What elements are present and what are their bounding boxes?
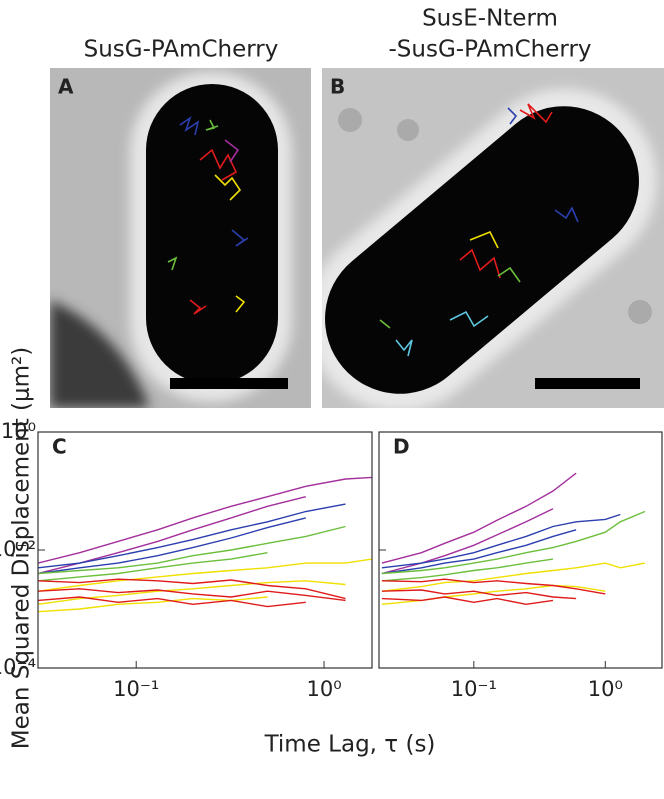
- msd-line: [38, 525, 346, 575]
- y-axis-label: Mean Squared Displacement (μm²): [9, 347, 35, 750]
- msd-line: [38, 558, 372, 592]
- image-b: [322, 68, 664, 408]
- x-tick-label: 10⁻¹: [113, 677, 159, 701]
- msd-line: [381, 472, 577, 564]
- plot: [38, 476, 372, 613]
- plot: [381, 472, 646, 606]
- msd-line: [381, 596, 554, 606]
- x-tick-label: 10⁻¹: [451, 677, 497, 701]
- msd-line: [38, 578, 346, 600]
- panel-title: SusE-Nterm: [422, 6, 558, 32]
- msd-line: [38, 496, 306, 575]
- panel-letter: C: [52, 435, 67, 459]
- msd-line: [38, 476, 372, 564]
- x-tick-label: 10⁰: [588, 677, 623, 701]
- panel-letter: B: [330, 75, 345, 99]
- msd-line: [38, 517, 306, 575]
- x-axis-label: Time Lag, τ (s): [264, 732, 436, 758]
- panel-title: SusG-PAmCherry: [84, 37, 279, 63]
- y-tick-label: 10⁰: [1, 419, 36, 443]
- y-tick-label: 10⁻⁴: [0, 655, 36, 679]
- msd-line: [38, 596, 306, 608]
- msd-line: [381, 513, 621, 569]
- y-tick-label: 10⁻²: [0, 537, 36, 561]
- msd-line: [381, 589, 577, 600]
- msd-line: [381, 562, 646, 592]
- msd-line: [38, 588, 346, 602]
- image-a: [50, 68, 311, 408]
- msd-line: [38, 552, 268, 582]
- msd-line: [381, 529, 577, 575]
- msd-line: [381, 578, 606, 595]
- msd-line: [38, 503, 346, 569]
- x-tick-label: 10⁰: [306, 677, 341, 701]
- plot-frame: [378, 431, 663, 669]
- msd-line: [381, 510, 646, 575]
- msd-line: [381, 558, 554, 582]
- panel-title: -SusG-PAmCherry: [388, 37, 591, 63]
- panel-letter: D: [393, 435, 410, 459]
- msd-line: [38, 580, 346, 605]
- panel-letter: A: [58, 75, 74, 99]
